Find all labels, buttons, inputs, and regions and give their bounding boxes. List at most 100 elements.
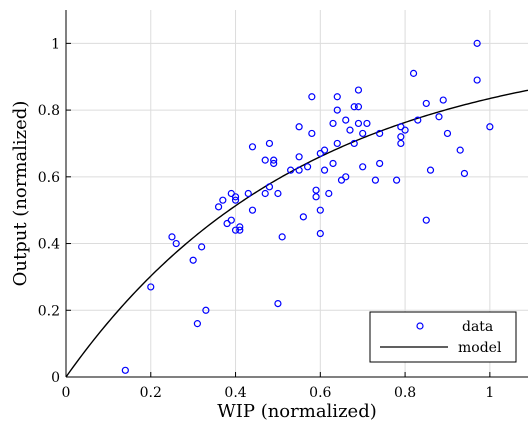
data-point [261,189,269,198]
data-point [274,189,282,198]
data-point [409,69,418,77]
data-point [295,123,303,131]
y-tick-label: 0.2 [38,303,60,319]
data-point [359,163,367,171]
x-tick-label: 0.6 [309,385,331,401]
data-point [473,76,481,84]
data-point [342,173,350,181]
data-point [168,233,176,241]
data-point [354,119,363,128]
legend: data model [369,311,517,363]
x-tick-label: 0 [62,385,71,401]
data-point [236,223,244,231]
data-point [308,129,316,138]
data-point [460,169,469,178]
data-point [350,139,358,148]
y-tick-label: 0.6 [38,170,60,186]
legend-model-label: model [458,340,502,356]
data-point [371,176,380,184]
data-point [308,93,316,101]
data-point [270,159,278,168]
data-point [376,129,384,138]
data-point [354,103,363,111]
data-point [426,166,435,174]
data-point [359,129,367,138]
data-point [265,139,274,148]
data-point [295,166,303,174]
x-tick-label: 0.8 [394,385,416,401]
data-point [486,123,494,131]
data-point [248,206,257,214]
data-point [333,139,341,148]
data-point [325,189,333,198]
data-point [401,126,409,134]
y-tick-label: 0 [51,370,60,386]
data-point [227,216,235,224]
data-point [236,226,244,234]
data-point [202,306,210,314]
data-point [422,99,430,108]
x-tick-label: 0.2 [140,385,162,401]
data-point [147,283,155,291]
x-tick-label: 1 [485,385,494,401]
grid-lines [66,10,528,377]
data-points [121,39,494,374]
data-point [270,156,278,164]
data-point [443,129,452,138]
data-point [303,163,312,171]
data-point [312,186,320,194]
data-point [278,233,286,241]
y-tick-label: 0.8 [38,103,60,119]
data-point [342,116,350,124]
data-point [439,96,447,104]
data-point [274,300,282,308]
data-point [316,206,324,214]
data-point [376,159,384,168]
data-point [231,193,240,201]
data-point [287,166,295,174]
data-point [350,103,358,111]
data-point [198,243,206,251]
data-point [333,93,341,101]
data-point [248,143,257,151]
legend-box [369,311,517,363]
data-point [393,176,401,184]
data-point [346,126,354,134]
data-point [244,189,252,198]
data-point [320,166,329,174]
data-point [316,229,324,238]
data-point [231,196,240,204]
data-point [172,239,180,248]
data-point [435,113,443,121]
data-point [397,139,405,148]
data-point [121,366,129,374]
x-tick-label: 0.4 [224,385,246,401]
data-point [295,153,303,161]
data-point [329,119,337,128]
y-axis-label: Output (normalized) [10,101,31,287]
data-point [422,216,430,224]
data-point [333,106,341,114]
data-point [265,183,274,191]
legend-data-marker [416,322,424,330]
tick-labels: 0 0.2 0.4 0.6 0.8 1 0 0.2 0.4 0.6 0.8 1 [38,36,495,401]
data-point [189,256,197,264]
data-point [214,203,223,211]
y-tick-label: 0.4 [38,237,60,253]
x-axis-label: WIP (normalized) [217,401,377,422]
legend-data-label: data [462,319,493,335]
y-tick-label: 1 [51,36,60,52]
data-point [329,159,337,168]
data-point [456,146,464,154]
data-point [473,39,481,47]
data-point [354,86,363,94]
data-point [219,196,227,204]
data-point [397,133,405,141]
data-point [261,156,269,164]
data-point [320,146,329,154]
data-point [193,320,201,328]
axes [65,10,528,378]
data-point [363,119,371,128]
data-point [312,193,320,201]
